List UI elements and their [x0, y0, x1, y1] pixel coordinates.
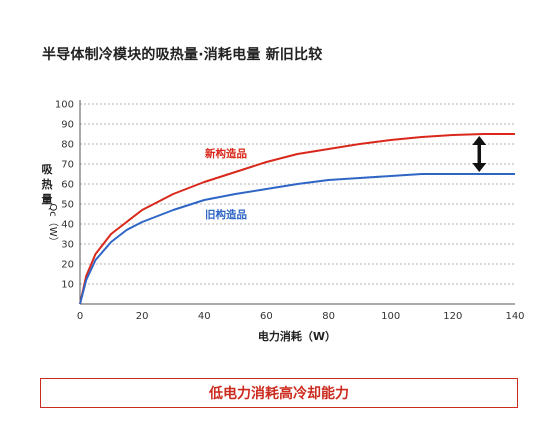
- series-label-old: 旧构造品: [205, 208, 247, 221]
- arrow-head-up: [472, 136, 487, 145]
- x-tick-140: 140: [505, 311, 524, 322]
- y-tick-60: 60: [61, 180, 74, 191]
- y-tick-30: 30: [61, 240, 74, 251]
- series-line-old: [79, 173, 515, 305]
- y-axis-label-char: 吸: [42, 163, 54, 176]
- grid-lines: [80, 103, 515, 285]
- y-tick-40: 40: [61, 220, 74, 231]
- feature-banner: 低电力消耗高冷却能力: [40, 378, 518, 408]
- x-tick-0: 0: [77, 311, 83, 322]
- y-tick-50: 50: [61, 200, 74, 211]
- feature-banner-text: 低电力消耗高冷却能力: [209, 386, 349, 402]
- y-tick-10: 10: [61, 280, 74, 291]
- x-tick-40: 40: [198, 311, 211, 322]
- x-tick-60: 60: [260, 311, 273, 322]
- x-tick-labels: 0 20 40 60 80 100 120 140: [77, 311, 525, 322]
- y-tick-80: 80: [61, 140, 74, 151]
- arrow-head-down: [472, 163, 487, 172]
- axes: [79, 100, 515, 305]
- x-axis-label: 电力消耗（W）: [258, 329, 336, 343]
- series-lines: [79, 133, 515, 305]
- y-tick-90: 90: [61, 120, 74, 131]
- x-tick-100: 100: [381, 311, 400, 322]
- difference-arrow: [472, 136, 487, 172]
- x-tick-20: 20: [136, 311, 149, 322]
- series-line-new: [79, 133, 515, 305]
- series-label-new: 新构造品: [205, 147, 247, 160]
- x-tick-120: 120: [443, 311, 462, 322]
- y-axis-label-char: 热: [42, 177, 53, 191]
- y-axis-label-char: 量: [42, 193, 53, 206]
- x-tick-80: 80: [322, 311, 335, 322]
- y-tick-100: 100: [55, 100, 74, 111]
- y-tick-20: 20: [61, 260, 74, 271]
- chart-title: 半导体制冷模块的吸热量·消耗电量 新旧比较: [42, 47, 323, 63]
- y-axis-unit: Qc（W）: [47, 203, 59, 246]
- y-tick-70: 70: [61, 160, 74, 171]
- y-tick-labels: 10 20 30 40 50 60 70 80 90 100: [55, 100, 74, 291]
